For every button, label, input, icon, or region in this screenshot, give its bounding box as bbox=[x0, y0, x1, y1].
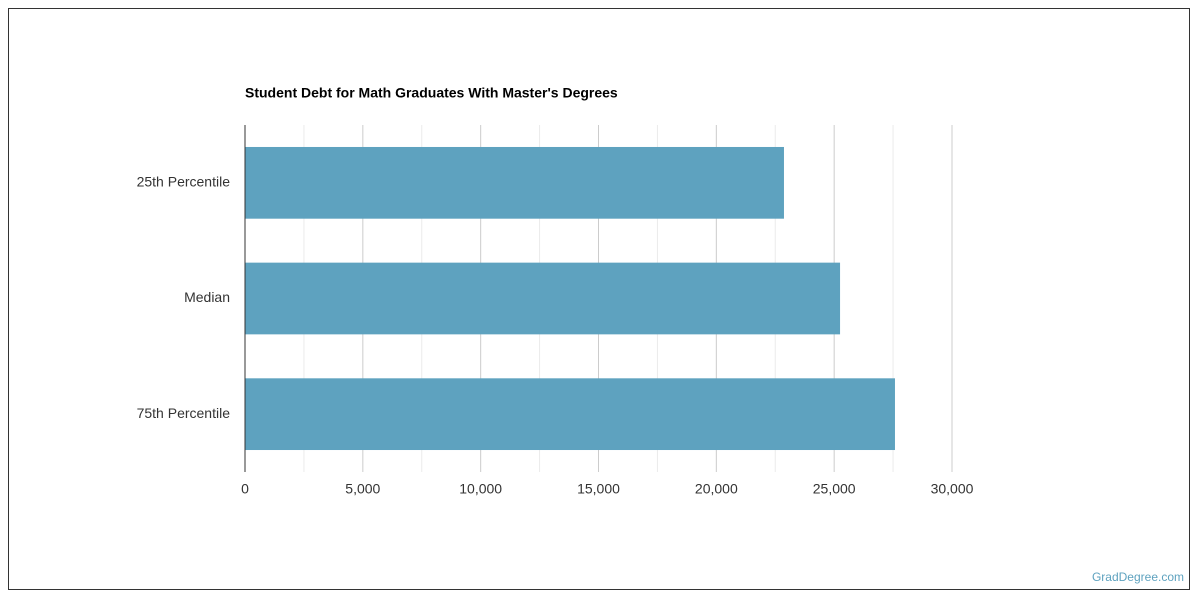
bar bbox=[245, 262, 841, 335]
x-tick-label: 5,000 bbox=[345, 481, 380, 497]
source[interactable]: GradDegree.com bbox=[1092, 570, 1184, 584]
chart-title: Student Debt for Math Graduates With Mas… bbox=[245, 85, 618, 101]
x-tick-label: 25,000 bbox=[813, 481, 856, 497]
x-tick-label: 15,000 bbox=[577, 481, 620, 497]
bar bbox=[245, 146, 784, 219]
x-tick-label: 0 bbox=[241, 481, 249, 497]
x-tick-label: 20,000 bbox=[695, 481, 738, 497]
y-tick-label: 75th Percentile bbox=[137, 405, 231, 421]
x-tick-label: 10,000 bbox=[459, 481, 502, 497]
x-tick-label: 30,000 bbox=[931, 481, 974, 497]
y-tick-label: Median bbox=[184, 289, 230, 305]
bar bbox=[245, 378, 895, 451]
y-tick-label: 25th Percentile bbox=[137, 174, 231, 190]
